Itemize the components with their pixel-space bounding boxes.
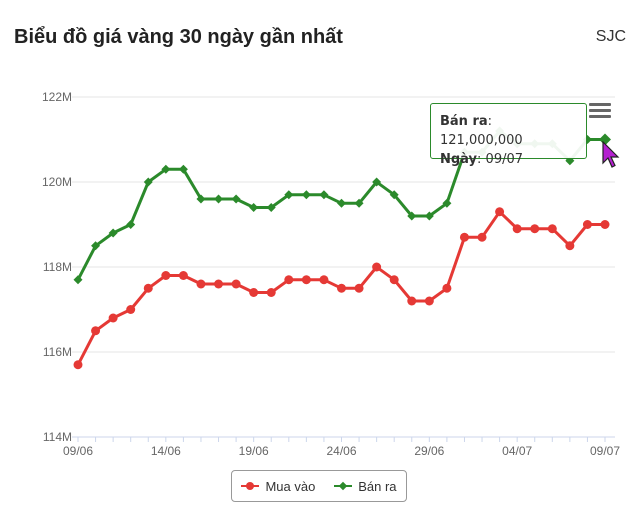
y-tick-label: 118M bbox=[43, 260, 72, 274]
mouse-pointer-icon bbox=[602, 141, 620, 168]
data-point bbox=[512, 224, 522, 234]
legend-item-sell[interactable]: Bán ra bbox=[334, 478, 397, 494]
data-point bbox=[266, 288, 276, 297]
data-point bbox=[161, 271, 171, 280]
data-point bbox=[407, 211, 417, 221]
y-tick-label: 116M bbox=[43, 345, 72, 359]
data-point bbox=[599, 133, 611, 146]
x-tick-label: 04/07 bbox=[502, 444, 532, 458]
data-point bbox=[442, 283, 452, 293]
tooltip-value-sell: : 121,000,000 bbox=[440, 114, 523, 148]
data-point bbox=[73, 275, 83, 285]
data-point bbox=[301, 275, 311, 285]
data-point bbox=[354, 283, 364, 293]
circle-marker-icon bbox=[241, 481, 260, 491]
data-tooltip: Bán ra: 121,000,000 Ngày: 09/07 bbox=[430, 103, 587, 167]
data-point bbox=[108, 313, 118, 323]
data-point bbox=[319, 275, 329, 285]
data-point bbox=[459, 232, 469, 242]
data-point bbox=[249, 203, 259, 212]
data-point bbox=[249, 288, 259, 297]
data-point bbox=[214, 194, 224, 204]
data-point bbox=[73, 360, 83, 370]
data-point bbox=[442, 198, 452, 208]
x-tick-label: 09/07 bbox=[590, 444, 620, 458]
y-tick-label: 120M bbox=[42, 175, 72, 189]
data-point bbox=[143, 283, 153, 293]
data-point bbox=[178, 271, 188, 280]
data-point bbox=[301, 190, 311, 200]
data-point bbox=[337, 198, 346, 208]
data-point bbox=[354, 198, 364, 208]
data-point bbox=[231, 279, 241, 289]
data-point bbox=[266, 203, 276, 212]
x-tick-label: 09/06 bbox=[63, 444, 93, 458]
data-point bbox=[372, 177, 382, 187]
data-point bbox=[178, 164, 188, 174]
data-point bbox=[424, 296, 434, 306]
data-point bbox=[231, 194, 241, 204]
data-point bbox=[319, 190, 329, 200]
data-point bbox=[389, 190, 399, 200]
data-point bbox=[126, 220, 136, 229]
data-point bbox=[214, 279, 224, 289]
brand-label: SJC bbox=[595, 28, 626, 45]
x-tick-label: 19/06 bbox=[239, 444, 269, 458]
data-point bbox=[196, 194, 206, 204]
data-point bbox=[337, 283, 346, 293]
data-point bbox=[284, 190, 294, 200]
data-point bbox=[389, 275, 399, 285]
x-tick-label: 24/06 bbox=[326, 444, 356, 458]
data-point bbox=[372, 262, 382, 272]
data-point bbox=[284, 275, 294, 285]
chart-title: Biểu đồ giá vàng 30 ngày gần nhất bbox=[14, 26, 343, 48]
legend-label-buy: Mua vào bbox=[265, 478, 316, 494]
y-tick-label: 122M bbox=[42, 90, 72, 104]
data-point bbox=[600, 220, 610, 229]
data-point bbox=[196, 279, 206, 289]
data-point bbox=[477, 232, 487, 242]
x-tick-label: 29/06 bbox=[414, 444, 444, 458]
hamburger-icon[interactable] bbox=[589, 103, 611, 121]
data-point bbox=[161, 164, 171, 174]
chart-legend: Mua vào Bán ra bbox=[231, 470, 407, 502]
tooltip-value-date: : 09/07 bbox=[477, 152, 524, 167]
data-point bbox=[424, 211, 434, 221]
tooltip-label-sell: Bán ra bbox=[440, 114, 488, 129]
data-point bbox=[582, 220, 592, 229]
data-point bbox=[547, 224, 557, 234]
data-point bbox=[91, 326, 101, 336]
data-point bbox=[91, 241, 101, 251]
data-point bbox=[126, 305, 136, 314]
tooltip-label-date: Ngày bbox=[440, 152, 478, 167]
legend-label-sell: Bán ra bbox=[358, 478, 397, 494]
y-tick-label: 114M bbox=[43, 430, 72, 444]
data-point bbox=[143, 177, 153, 187]
legend-item-buy[interactable]: Mua vào bbox=[241, 479, 315, 494]
data-point bbox=[108, 228, 118, 238]
data-point bbox=[495, 207, 505, 217]
price-line-chart: 114M 116M 118M 120M 122M 09/06 14/06 19/06 24/06… bbox=[42, 90, 620, 458]
data-point bbox=[530, 224, 540, 234]
data-point bbox=[407, 296, 417, 306]
x-tick-label: 14/06 bbox=[151, 444, 181, 458]
data-point bbox=[565, 241, 575, 251]
diamond-marker-icon bbox=[334, 481, 353, 491]
